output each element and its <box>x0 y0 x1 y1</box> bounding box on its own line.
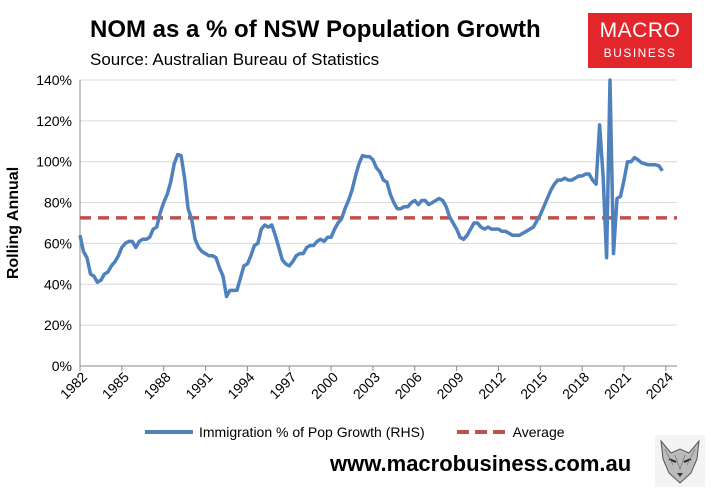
legend-swatch-series <box>145 430 193 434</box>
x-tick-label: 1994 <box>224 369 257 402</box>
legend-label-series: Immigration % of Pop Growth (RHS) <box>199 424 425 440</box>
x-axis-ticks: 1982 1985 1988 1991 1994 1997 2000 2003 2006 2009… <box>57 366 676 402</box>
x-tick-label: 2021 <box>601 369 634 402</box>
immigration-series-line <box>78 78 664 299</box>
x-tick-label: 2018 <box>559 369 592 402</box>
chart-legend: Immigration % of Pop Growth (RHS) Averag… <box>145 424 597 440</box>
x-tick-label: 2009 <box>433 369 466 402</box>
macrobusiness-logo: MACRO BUSINESS <box>588 13 692 68</box>
y-tick-label: 40% <box>44 276 72 292</box>
x-tick-label: 1988 <box>140 369 173 402</box>
y-axis-label: Rolling Annual <box>5 167 22 279</box>
x-tick-label: 2006 <box>392 369 425 402</box>
y-tick-label: 80% <box>44 195 72 211</box>
legend-label-average: Average <box>512 424 565 440</box>
x-tick-label: 2003 <box>350 369 383 402</box>
legend-item-series: Immigration % of Pop Growth (RHS) <box>145 424 425 440</box>
logo-line-2: BUSINESS <box>603 46 677 60</box>
website-url: www.macrobusiness.com.au <box>330 451 632 476</box>
x-tick-label: 1985 <box>99 369 132 402</box>
x-tick-label: 2012 <box>475 369 508 402</box>
chart-title: NOM as a % of NSW Population Growth <box>90 16 541 43</box>
logo-line-1: MACRO <box>599 19 681 42</box>
y-axis-ticks: 0% 20% 40% 60% 80% 100% 120% 140% <box>36 72 72 374</box>
x-tick-label: 1991 <box>182 369 215 402</box>
x-tick-label: 2024 <box>643 369 676 402</box>
gridlines <box>80 79 677 326</box>
y-tick-label: 60% <box>44 235 72 251</box>
y-tick-label: 0% <box>52 358 72 374</box>
y-tick-label: 120% <box>36 113 72 129</box>
legend-item-average: Average <box>456 424 565 440</box>
legend-swatch-average <box>456 430 505 434</box>
chart-subtitle: Source: Australian Bureau of Statistics <box>90 50 380 69</box>
x-tick-label: 2015 <box>517 369 550 402</box>
x-tick-label: 1997 <box>266 369 299 402</box>
y-tick-label: 20% <box>44 317 72 333</box>
y-tick-label: 100% <box>36 154 72 170</box>
wolf-logo-icon <box>655 435 705 487</box>
x-tick-label: 2000 <box>308 369 341 402</box>
y-tick-label: 140% <box>36 72 72 88</box>
